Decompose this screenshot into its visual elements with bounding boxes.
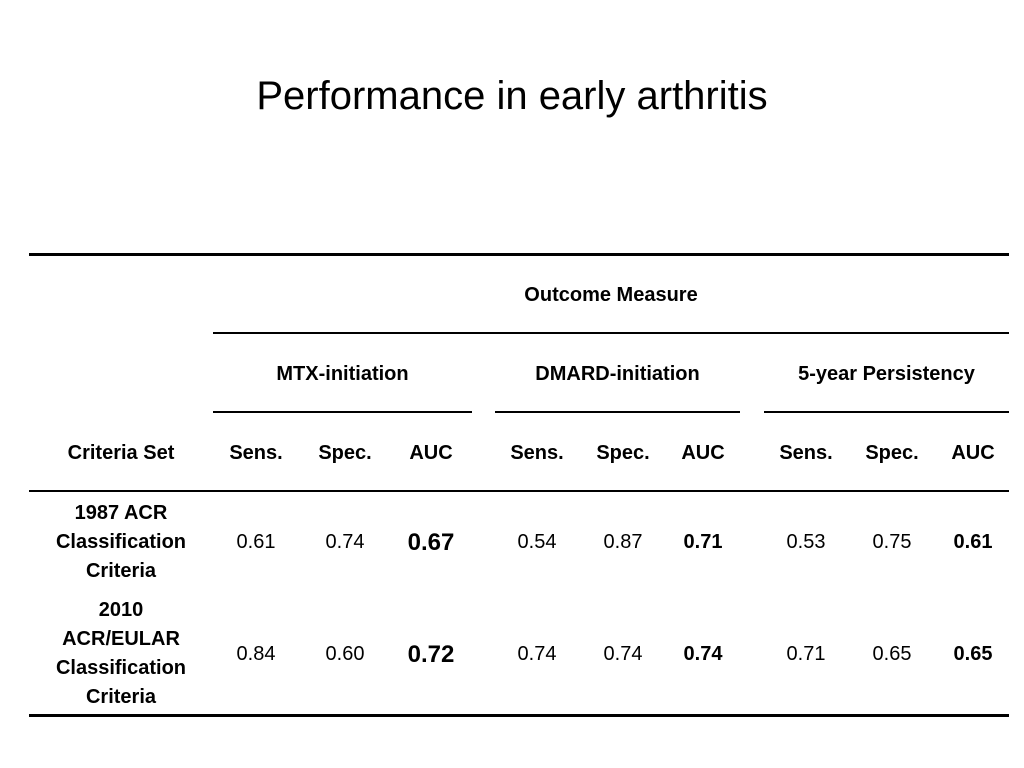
table-cell: 0.75 — [872, 531, 912, 553]
header-bottom-rule — [29, 490, 1009, 492]
row-label-line: Classification — [55, 531, 187, 553]
slide-title: Performance in early arthritis — [256, 74, 768, 118]
metric-header: AUC — [681, 442, 725, 464]
row-label-line: ACR/EULAR — [62, 628, 180, 650]
metric-header: Spec. — [318, 442, 372, 464]
persistency-group-rule — [764, 411, 1009, 413]
group-header-mtx: MTX-initiation — [276, 363, 409, 385]
row-label-line: 1987 ACR — [74, 502, 168, 524]
table-cell-auc: 0.61 — [953, 531, 993, 553]
table-top-rule — [29, 253, 1009, 256]
metric-header: Sens. — [229, 442, 283, 464]
table-cell: 0.74 — [603, 643, 643, 665]
group-header-dmard: DMARD-initiation — [535, 363, 700, 385]
group-header-persistency: 5-year Persistency — [798, 363, 975, 385]
metric-header: Spec. — [865, 442, 919, 464]
table-cell: 0.87 — [603, 531, 643, 553]
table-cell-auc: 0.67 — [407, 529, 455, 556]
table-cell-auc: 0.65 — [953, 643, 993, 665]
table-cell-auc: 0.74 — [683, 643, 723, 665]
row-label-line: Classification — [55, 657, 187, 679]
metric-header: AUC — [951, 442, 995, 464]
outcome-measure-rule — [213, 332, 1009, 334]
metric-header: Sens. — [779, 442, 833, 464]
table-cell: 0.60 — [325, 643, 365, 665]
dmard-group-rule — [495, 411, 740, 413]
table-cell: 0.54 — [517, 531, 557, 553]
outcome-measure-header: Outcome Measure — [524, 284, 698, 306]
table-cell: 0.71 — [786, 643, 826, 665]
table-cell: 0.61 — [236, 531, 276, 553]
table-cell: 0.74 — [325, 531, 365, 553]
metric-header: Spec. — [596, 442, 650, 464]
row-label-line: 2010 — [98, 599, 144, 621]
table-cell: 0.65 — [872, 643, 912, 665]
table-cell-auc: 0.72 — [407, 641, 455, 668]
table-cell: 0.53 — [786, 531, 826, 553]
metric-header: Sens. — [510, 442, 564, 464]
table-cell: 0.74 — [517, 643, 557, 665]
table-cell: 0.84 — [236, 643, 276, 665]
row-label-line: Criteria — [85, 560, 157, 582]
mtx-group-rule — [213, 411, 472, 413]
row-label-line: Criteria — [85, 686, 157, 708]
table-bottom-rule — [29, 714, 1009, 717]
table-cell-auc: 0.71 — [683, 531, 723, 553]
metric-header: AUC — [409, 442, 453, 464]
criteria-set-header: Criteria Set — [67, 442, 175, 464]
